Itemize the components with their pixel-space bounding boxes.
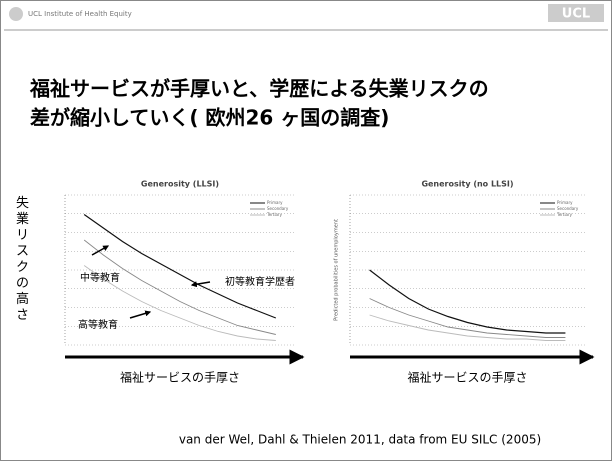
series-line [83,265,276,341]
series-line [369,314,566,341]
y-axis-label: Predicted probabilities of unemployment [334,219,340,321]
legend-label: Secondary [267,206,289,211]
series-line [83,214,277,319]
chart-title: Generosity (no LLSI) [421,180,513,189]
logo: UCL [562,7,590,22]
legend-label: Primary [267,200,283,205]
series-line [83,239,276,335]
title-line: 差が縮小していく( 欧州26 ヶ国の調査) [30,106,389,130]
x-axis-label: 福祉サービスの手厚さ [120,370,240,385]
series-line [369,269,566,334]
annotation: 中等教育 [80,271,120,284]
annotation: 高等教育 [78,318,118,331]
org-icon [9,7,23,21]
title-line: 福祉サービスが手厚いと、学歴による失業リスクの [29,77,489,101]
logo-box [548,4,604,22]
chart-title: Generosity (LLSI) [141,180,219,189]
x-axis-label: 福祉サービスの手厚さ [407,370,527,385]
y-axis-label: 失業リスクの高さ [16,196,29,323]
citation: van der Wel, Dahl & Thielen 2011, data f… [179,433,541,447]
series-line [369,298,566,338]
legend-label: Tertiary [556,212,573,217]
legend-label: Tertiary [266,212,283,217]
annotation: 初等教育学歴者 [225,275,295,288]
legend-label: Primary [557,200,573,205]
annotation-arrow [190,281,211,288]
annotation-arrow [129,310,152,319]
legend-label: Secondary [557,206,579,211]
org-name: UCL Institute of Health Equity [28,10,132,18]
annotation-arrow [91,245,110,256]
